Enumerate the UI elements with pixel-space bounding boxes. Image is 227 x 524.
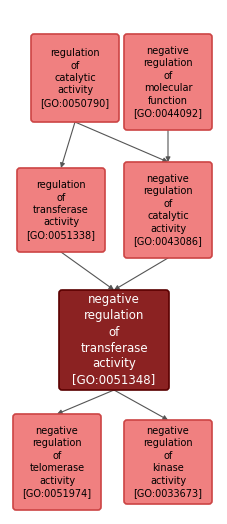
FancyBboxPatch shape	[59, 290, 168, 390]
FancyBboxPatch shape	[123, 420, 211, 504]
Text: regulation
of
catalytic
activity
[GO:0050790]: regulation of catalytic activity [GO:005…	[40, 48, 109, 108]
Text: negative
regulation
of
molecular
function
[GO:0044092]: negative regulation of molecular functio…	[133, 46, 202, 118]
FancyBboxPatch shape	[123, 34, 211, 130]
FancyBboxPatch shape	[123, 162, 211, 258]
FancyBboxPatch shape	[13, 414, 101, 510]
FancyBboxPatch shape	[17, 168, 105, 252]
Text: negative
regulation
of
kinase
activity
[GO:0033673]: negative regulation of kinase activity […	[133, 426, 202, 498]
Text: negative
regulation
of
telomerase
activity
[GO:0051974]: negative regulation of telomerase activi…	[22, 426, 91, 498]
Text: negative
regulation
of
catalytic
activity
[GO:0043086]: negative regulation of catalytic activit…	[133, 174, 202, 246]
FancyBboxPatch shape	[31, 34, 118, 122]
Text: regulation
of
transferase
activity
[GO:0051338]: regulation of transferase activity [GO:0…	[26, 180, 95, 240]
Text: negative
regulation
of
transferase
activity
[GO:0051348]: negative regulation of transferase activ…	[72, 293, 155, 387]
